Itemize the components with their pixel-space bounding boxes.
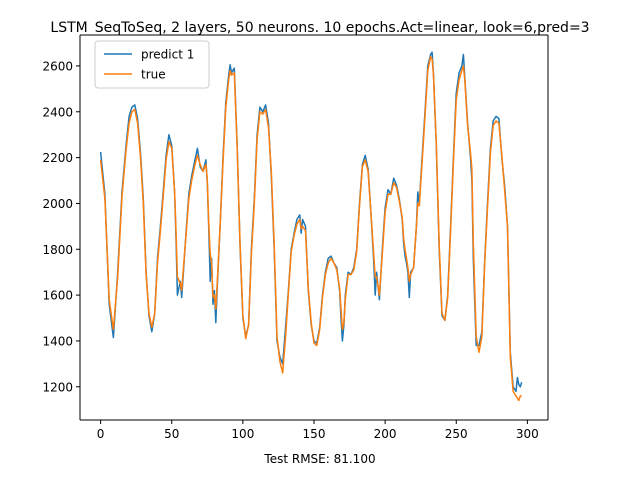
y-tick-label: 2200 bbox=[42, 151, 73, 165]
y-tick-label: 2600 bbox=[42, 59, 73, 73]
x-tick-label: 300 bbox=[516, 427, 539, 441]
y-tick-label: 1200 bbox=[42, 380, 73, 394]
legend-label-true: true bbox=[141, 68, 166, 82]
legend-box bbox=[94, 40, 210, 89]
x-tick-label: 200 bbox=[374, 427, 397, 441]
legend-label-predict: predict 1 bbox=[141, 48, 194, 62]
y-tick-label: 2000 bbox=[42, 197, 73, 211]
x-axis-ticks: 0 50 100 150 200 250 300 bbox=[97, 420, 539, 441]
x-tick-label: 100 bbox=[231, 427, 254, 441]
legend: predict 1 true bbox=[94, 40, 210, 89]
chart-title: LSTM_SeqToSeq, 2 layers, 50 neurons. 10 … bbox=[50, 20, 589, 36]
series-line-true bbox=[99, 56, 522, 402]
y-axis-ticks: 1200 1400 1600 1800 2000 2200 2400 2600 bbox=[42, 59, 80, 394]
x-tick-label: 50 bbox=[164, 427, 179, 441]
y-tick-label: 2400 bbox=[42, 105, 73, 119]
y-tick-label: 1600 bbox=[42, 289, 73, 303]
y-tick-label: 1400 bbox=[42, 334, 73, 348]
x-axis-label: Test RMSE: 81.100 bbox=[263, 452, 375, 466]
x-tick-label: 150 bbox=[303, 427, 326, 441]
plot-area bbox=[80, 35, 548, 420]
x-tick-label: 250 bbox=[445, 427, 468, 441]
series-layer bbox=[99, 51, 523, 402]
y-tick-label: 1800 bbox=[42, 243, 73, 257]
x-tick-label: 0 bbox=[97, 427, 105, 441]
